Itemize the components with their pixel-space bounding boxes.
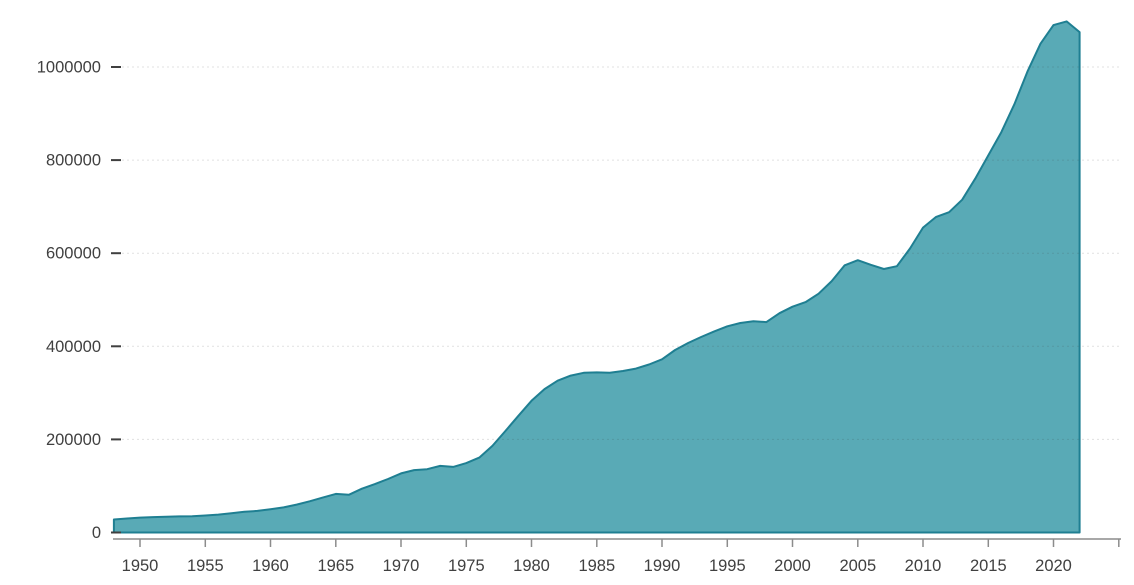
x-tick-label: 2015 xyxy=(970,557,1007,575)
y-tick-label: 400000 xyxy=(46,338,101,356)
y-tick-label: 600000 xyxy=(46,245,101,263)
x-tick-label: 1995 xyxy=(709,557,746,575)
x-tick-label: 1965 xyxy=(317,557,354,575)
x-tick-label: 1975 xyxy=(448,557,485,575)
x-tick-label: 2010 xyxy=(905,557,942,575)
x-tick-label: 1960 xyxy=(252,557,289,575)
x-tick-label: 2020 xyxy=(1035,557,1072,575)
y-tick-label: 800000 xyxy=(46,152,101,170)
x-tick-label: 2005 xyxy=(839,557,876,575)
x-tick-label: 2000 xyxy=(774,557,811,575)
x-tick-label: 1985 xyxy=(578,557,615,575)
y-tick-label: 0 xyxy=(92,524,101,542)
y-tick-label: 1000000 xyxy=(37,59,101,77)
x-tick-label: 1990 xyxy=(644,557,681,575)
x-tick-label: 1980 xyxy=(513,557,550,575)
y-tick-label: 200000 xyxy=(46,431,101,449)
area-series xyxy=(112,20,1081,534)
x-tick-label: 1950 xyxy=(122,557,159,575)
x-tick-label: 1955 xyxy=(187,557,224,575)
x-tick-label: 1970 xyxy=(383,557,420,575)
